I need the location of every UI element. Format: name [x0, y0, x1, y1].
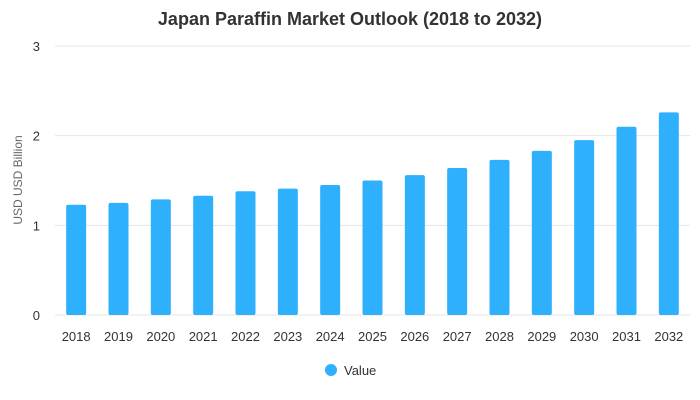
- x-tick-label: 2030: [570, 329, 599, 344]
- x-tick-label: 2025: [358, 329, 387, 344]
- legend-label-value[interactable]: Value: [344, 363, 376, 378]
- bar-2024[interactable]: [320, 184, 341, 315]
- bar-2021[interactable]: [193, 195, 214, 315]
- x-tick-label: 2027: [443, 329, 472, 344]
- x-tick-label: 2032: [654, 329, 683, 344]
- bar-2032[interactable]: [658, 112, 679, 315]
- bar-2029[interactable]: [531, 150, 552, 315]
- x-tick-label: 2023: [273, 329, 302, 344]
- legend-marker-value[interactable]: [325, 364, 337, 376]
- bar-2028[interactable]: [489, 159, 510, 315]
- x-tick-label: 2028: [485, 329, 514, 344]
- y-tick-label: 3: [33, 39, 40, 54]
- x-tick-label: 2024: [316, 329, 345, 344]
- x-tick-label: 2026: [400, 329, 429, 344]
- bar-2025[interactable]: [362, 180, 383, 316]
- x-tick-label: 2029: [527, 329, 556, 344]
- x-tick-label: 2018: [62, 329, 91, 344]
- bar-2023[interactable]: [277, 188, 298, 315]
- bars: [66, 112, 679, 315]
- x-tick-label: 2031: [612, 329, 641, 344]
- legend[interactable]: Value: [325, 363, 376, 378]
- y-tick-label: 1: [33, 218, 40, 233]
- x-axis-ticks: 2018 2019 2020 2021 2022 2023 2024 2025 2026 2027…: [62, 329, 684, 344]
- bar-2019[interactable]: [108, 202, 129, 315]
- bar-2022[interactable]: [235, 191, 256, 315]
- bar-2020[interactable]: [150, 199, 171, 315]
- x-tick-label: 2022: [231, 329, 260, 344]
- bar-2027[interactable]: [447, 167, 468, 315]
- bar-2018[interactable]: [66, 204, 87, 315]
- x-tick-label: 2020: [146, 329, 175, 344]
- chart-title: Japan Paraffin Market Outlook (2018 to 2…: [158, 9, 542, 29]
- y-axis-ticks: 0 1 2 3: [33, 39, 40, 323]
- y-axis-label: USD USD Billion: [11, 135, 25, 224]
- bar-2031[interactable]: [616, 126, 637, 315]
- bar-2026[interactable]: [404, 175, 425, 315]
- x-tick-label: 2021: [189, 329, 218, 344]
- y-tick-label: 2: [33, 129, 40, 144]
- x-tick-label: 2019: [104, 329, 133, 344]
- bar-2030[interactable]: [574, 140, 595, 315]
- y-tick-label: 0: [33, 308, 40, 323]
